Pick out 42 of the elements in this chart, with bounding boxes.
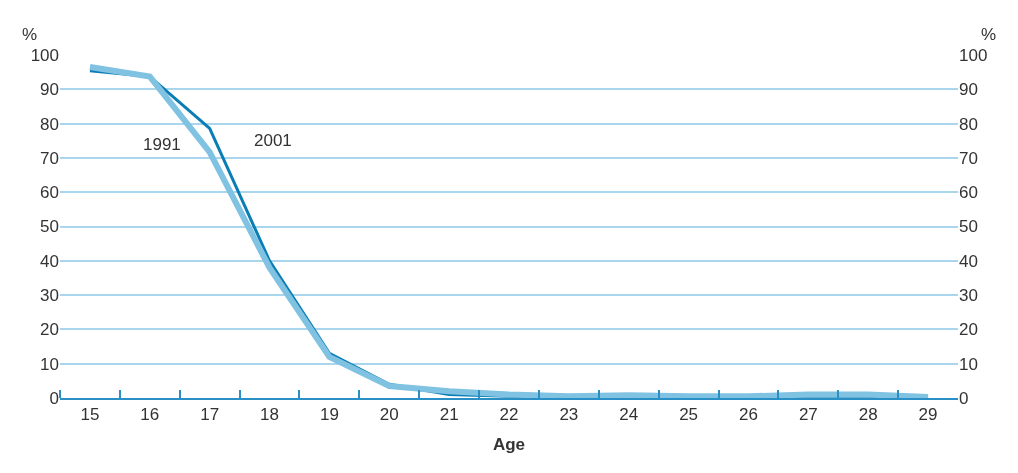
x-tick-label: 28 <box>858 405 878 425</box>
y2-tick-label: 50 <box>959 217 978 237</box>
y2-tick-label: 70 <box>959 148 978 168</box>
y-tick-label: 90 <box>40 80 59 100</box>
y2-tick-label: 80 <box>959 114 978 134</box>
x-tick-label: 26 <box>739 405 758 425</box>
x-tick-label: 24 <box>619 405 639 425</box>
x-tick-label: 25 <box>679 405 699 425</box>
y-tick-label: 70 <box>40 148 59 168</box>
x-tick-label: 29 <box>918 405 938 425</box>
series-label: 1991 <box>143 135 181 154</box>
x-axis-title: Age <box>492 435 526 455</box>
y-axis-title: % <box>22 25 38 44</box>
y2-tick-label: 10 <box>959 354 978 374</box>
y-tick-label: 80 <box>40 114 59 134</box>
y-tick-label: 30 <box>40 286 59 306</box>
x-tick-label: 22 <box>499 405 519 425</box>
y2-tick-label: 20 <box>959 320 978 340</box>
y-tick-label: 40 <box>40 251 59 271</box>
x-tick-label: 27 <box>798 405 818 425</box>
y2-tick-label: 0 <box>959 388 969 408</box>
y2-tick-label: 30 <box>959 286 978 306</box>
y-tick-label: 0 <box>49 388 59 408</box>
x-tick-label: 21 <box>439 405 459 425</box>
x-tick-label: 15 <box>80 405 100 425</box>
y-tick-label: 50 <box>40 217 59 237</box>
y2-axis-title: % <box>981 25 997 44</box>
x-tick-label: 18 <box>260 405 279 425</box>
x-tick-label: 17 <box>200 405 220 425</box>
x-tick-label: 20 <box>379 405 399 425</box>
y2-tick-label: 90 <box>959 80 978 100</box>
y-tick-label: 60 <box>40 183 59 203</box>
y2-tick-label: 40 <box>959 251 978 271</box>
y-tick-label: 20 <box>40 320 59 340</box>
y-tick-label: 10 <box>40 354 59 374</box>
y2-tick-label: 100 <box>959 45 988 65</box>
x-tick-label: 23 <box>559 405 579 425</box>
x-tick-label: 19 <box>319 405 339 425</box>
x-tick-label: 16 <box>140 405 160 425</box>
y2-tick-label: 60 <box>959 183 978 203</box>
series-label: 2001 <box>254 131 292 150</box>
y-tick-label: 100 <box>30 45 59 65</box>
